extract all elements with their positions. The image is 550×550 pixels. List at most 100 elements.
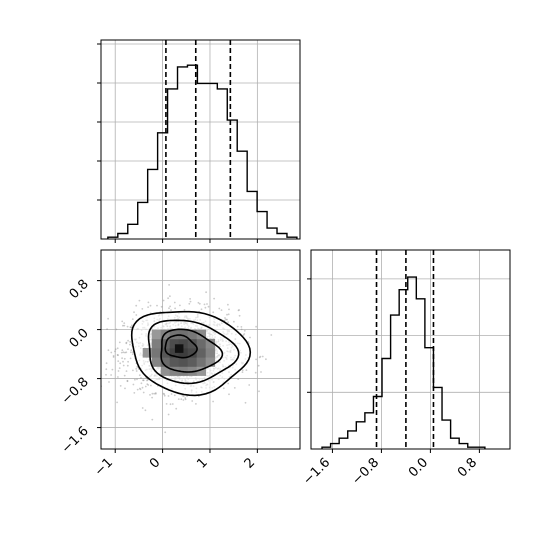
scatter-point (150, 384, 152, 387)
scatter-point (212, 311, 215, 314)
scatter-point (129, 341, 132, 343)
scatter-point (213, 297, 216, 300)
scatter-point (95, 324, 97, 326)
scatter-point (136, 388, 139, 391)
scatter-point (144, 385, 147, 388)
scatter-point (222, 387, 225, 390)
scatter-point (169, 305, 172, 308)
scatter-point (117, 370, 120, 372)
scatter-point (243, 333, 246, 335)
scatter-point (129, 343, 131, 346)
scatter-point (244, 401, 247, 404)
joint-density-panel: −1 0 1 2 −1.6 −0.8 0.0 0.8 (59, 249, 301, 479)
y-marginal-ticks: −1.6 −0.8 0.0 0.8 (300, 278, 480, 488)
scatter-point (149, 304, 152, 307)
scatter-point (184, 398, 187, 401)
density-cell (178, 357, 189, 367)
scatter-point (134, 378, 136, 381)
scatter-point (228, 308, 230, 311)
contour-line (164, 334, 198, 359)
scatter-point (123, 324, 126, 327)
scatter-point (135, 370, 138, 372)
scatter-point (261, 355, 264, 358)
density-cell (196, 338, 207, 349)
density-cell (151, 357, 162, 367)
scatter-point (110, 374, 112, 376)
joint-xtick-label: 2 (242, 455, 258, 471)
scatter-point (131, 324, 133, 327)
scatter-point (154, 392, 157, 394)
scatter-point (125, 370, 128, 372)
scatter-point (127, 360, 129, 363)
joint-xtick-label: 1 (194, 455, 210, 471)
scatter-point (142, 379, 144, 382)
scatter-point (184, 397, 187, 399)
scatter-point (170, 393, 173, 395)
scatter-point (129, 357, 132, 360)
contour-line (147, 319, 240, 385)
y-marginal-xtick-label: −1.6 (300, 455, 333, 488)
scatter-point (243, 329, 246, 332)
scatter-point (105, 373, 107, 376)
scatter-point (156, 304, 158, 307)
scatter-point (116, 354, 119, 356)
scatter-point (117, 376, 119, 378)
contour-line (130, 310, 252, 397)
y-marginal-xtick-label: 0.8 (455, 455, 480, 480)
x-marginal-histogram (107, 64, 298, 239)
scatter-point (118, 341, 121, 344)
scatter-point (165, 403, 168, 405)
scatter-point (125, 341, 128, 344)
scatter-point (141, 386, 144, 389)
scatter-point (147, 301, 150, 304)
scatter-point (204, 306, 207, 309)
density-cell (151, 329, 162, 340)
scatter-point (146, 383, 149, 385)
scatter-point (129, 326, 132, 329)
scatter-point (258, 356, 261, 359)
scatter-point (237, 309, 240, 312)
scatter-point (111, 368, 114, 371)
scatter-point (119, 385, 122, 387)
density-cell (187, 338, 198, 349)
scatter-point (227, 382, 230, 385)
scatter-point (241, 371, 244, 373)
scatter-point (169, 295, 171, 298)
scatter-point (116, 347, 119, 350)
scatter-point (140, 377, 142, 379)
scatter-point (226, 313, 228, 316)
scatter-point (127, 339, 129, 342)
scatter-point (169, 403, 172, 406)
scatter-point (170, 309, 172, 311)
scatter-point (125, 351, 128, 354)
scatter-point (107, 317, 109, 320)
scatter-point (130, 351, 132, 354)
scatter-point (135, 314, 138, 316)
density-cell (169, 366, 180, 376)
scatter-point (171, 403, 174, 405)
density-cell (205, 348, 216, 358)
scatter-point (236, 325, 239, 328)
scatter-point (138, 387, 141, 390)
scatter-point (189, 298, 192, 300)
scatter-point (167, 395, 170, 397)
scatter-point (257, 364, 260, 367)
y-marginal-xtick-label: 0.0 (406, 455, 431, 480)
density-cell (151, 338, 162, 349)
scatter-point (254, 371, 257, 374)
joint-contour-levels (130, 310, 252, 397)
scatter-point (138, 374, 141, 377)
scatter-point (105, 362, 108, 365)
scatter-point (175, 407, 178, 410)
scatter-point (205, 291, 208, 294)
scatter-point (95, 342, 97, 344)
scatter-point (136, 366, 139, 368)
y-marginal-histogram-panel: −1.6 −0.8 0.0 0.8 (300, 249, 511, 488)
scatter-point (141, 407, 144, 409)
density-cell (160, 366, 171, 376)
scatter-point (270, 334, 273, 336)
scatter-point (195, 403, 197, 405)
scatter-point (173, 394, 176, 397)
density-cell (169, 329, 180, 340)
density-cell (196, 348, 207, 358)
